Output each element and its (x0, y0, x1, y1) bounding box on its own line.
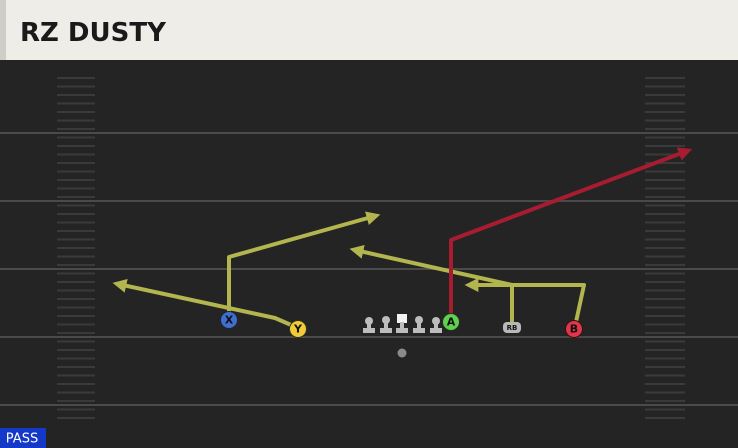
route (227, 211, 381, 319)
player-label: B (570, 323, 578, 336)
primary-route (449, 147, 693, 322)
player-b: B (565, 320, 583, 338)
player-y: Y (289, 320, 307, 338)
player-label: RB (507, 324, 518, 332)
player-label: A (447, 316, 456, 329)
player-rb: RB (503, 322, 521, 333)
mode-badge (0, 428, 46, 448)
route (464, 278, 586, 323)
play-title: RZ DUSTY (20, 18, 167, 48)
player-label: Y (293, 323, 303, 336)
offensive-line (363, 314, 442, 333)
player-a: A (442, 313, 460, 331)
ball (397, 348, 407, 358)
player-label: X (225, 314, 234, 327)
yard-lines (0, 77, 738, 419)
mode-label: PASS (6, 432, 38, 447)
header-bar (0, 0, 738, 60)
player-x: X (220, 311, 238, 329)
header-accent (0, 0, 6, 60)
